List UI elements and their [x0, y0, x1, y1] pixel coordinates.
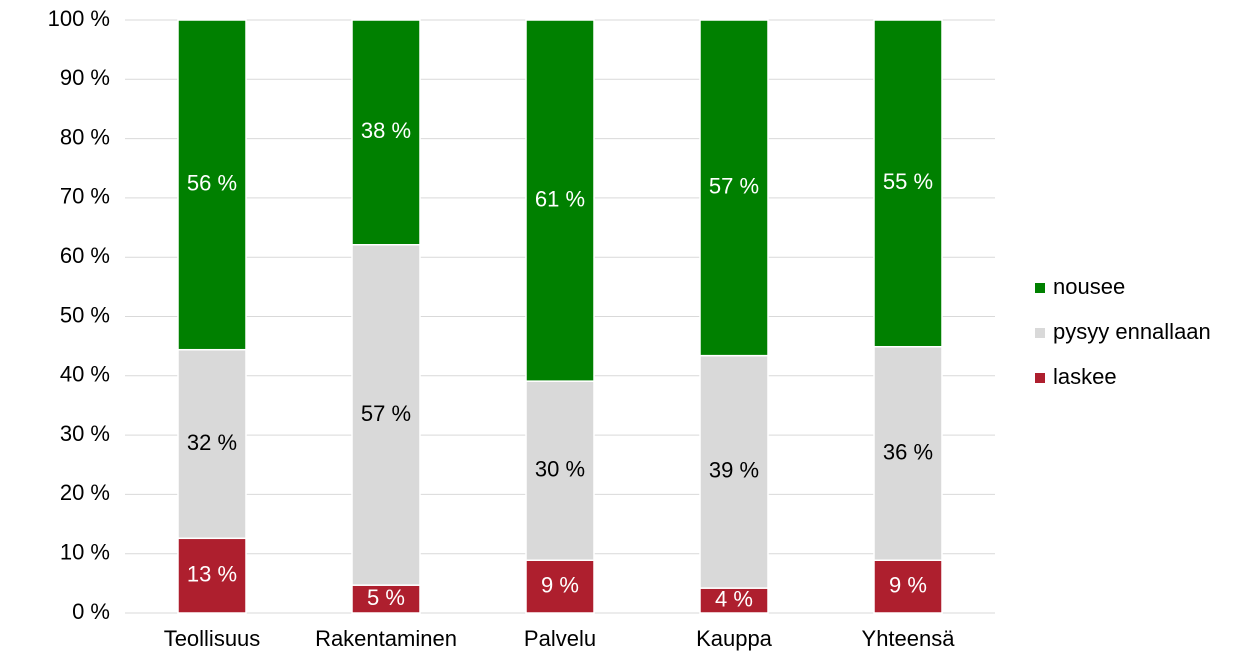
bar-segment	[177, 537, 247, 614]
legend-swatch	[1035, 283, 1045, 293]
data-label: 56 %	[187, 171, 237, 196]
data-label: 5 %	[367, 585, 405, 610]
x-tick-label: Palvelu	[524, 626, 596, 651]
data-label: 13 %	[187, 561, 237, 586]
data-label: 57 %	[709, 174, 759, 199]
bar-segment	[699, 587, 769, 614]
legend-swatch	[1035, 373, 1045, 383]
y-tick-label: 40 %	[60, 362, 110, 387]
y-tick-label: 100 %	[48, 6, 110, 31]
legend-label: nousee	[1053, 274, 1125, 299]
data-label: 57 %	[361, 401, 411, 426]
data-label: 9 %	[541, 572, 579, 597]
data-label: 38 %	[361, 118, 411, 143]
y-tick-label: 20 %	[60, 480, 110, 505]
legend-label: pysyy ennallaan	[1053, 319, 1211, 344]
x-tick-label: Teollisuus	[164, 626, 261, 651]
data-label: 61 %	[535, 186, 585, 211]
y-tick-label: 50 %	[60, 302, 110, 327]
y-tick-label: 60 %	[60, 243, 110, 268]
bar-segment	[351, 243, 421, 586]
data-label: 4 %	[715, 586, 753, 611]
y-tick-label: 30 %	[60, 421, 110, 446]
bar-segment	[525, 380, 595, 561]
data-label: 55 %	[883, 169, 933, 194]
x-tick-label: Rakentaminen	[315, 626, 457, 651]
y-tick-label: 90 %	[60, 65, 110, 90]
y-tick-label: 70 %	[60, 184, 110, 209]
data-label: 36 %	[883, 439, 933, 464]
bar-segment	[525, 19, 595, 382]
x-tick-label: Kauppa	[696, 626, 773, 651]
data-label: 9 %	[889, 572, 927, 597]
x-tick-label: Yhteensä	[862, 626, 956, 651]
bar-segment	[177, 348, 247, 540]
data-label: 39 %	[709, 458, 759, 483]
bar-segment	[873, 559, 943, 614]
bar-segment	[699, 354, 769, 589]
legend-swatch	[1035, 328, 1045, 338]
bar-segment	[351, 584, 421, 614]
bar-segment	[873, 19, 943, 348]
y-tick-label: 0 %	[72, 599, 110, 624]
y-tick-label: 80 %	[60, 124, 110, 149]
bar-segment	[699, 19, 769, 357]
data-label: 32 %	[187, 430, 237, 455]
bar-segment	[177, 19, 247, 351]
y-tick-label: 10 %	[60, 540, 110, 565]
legend-label: laskee	[1053, 364, 1117, 389]
data-label: 30 %	[535, 456, 585, 481]
bar-segment	[351, 19, 421, 246]
